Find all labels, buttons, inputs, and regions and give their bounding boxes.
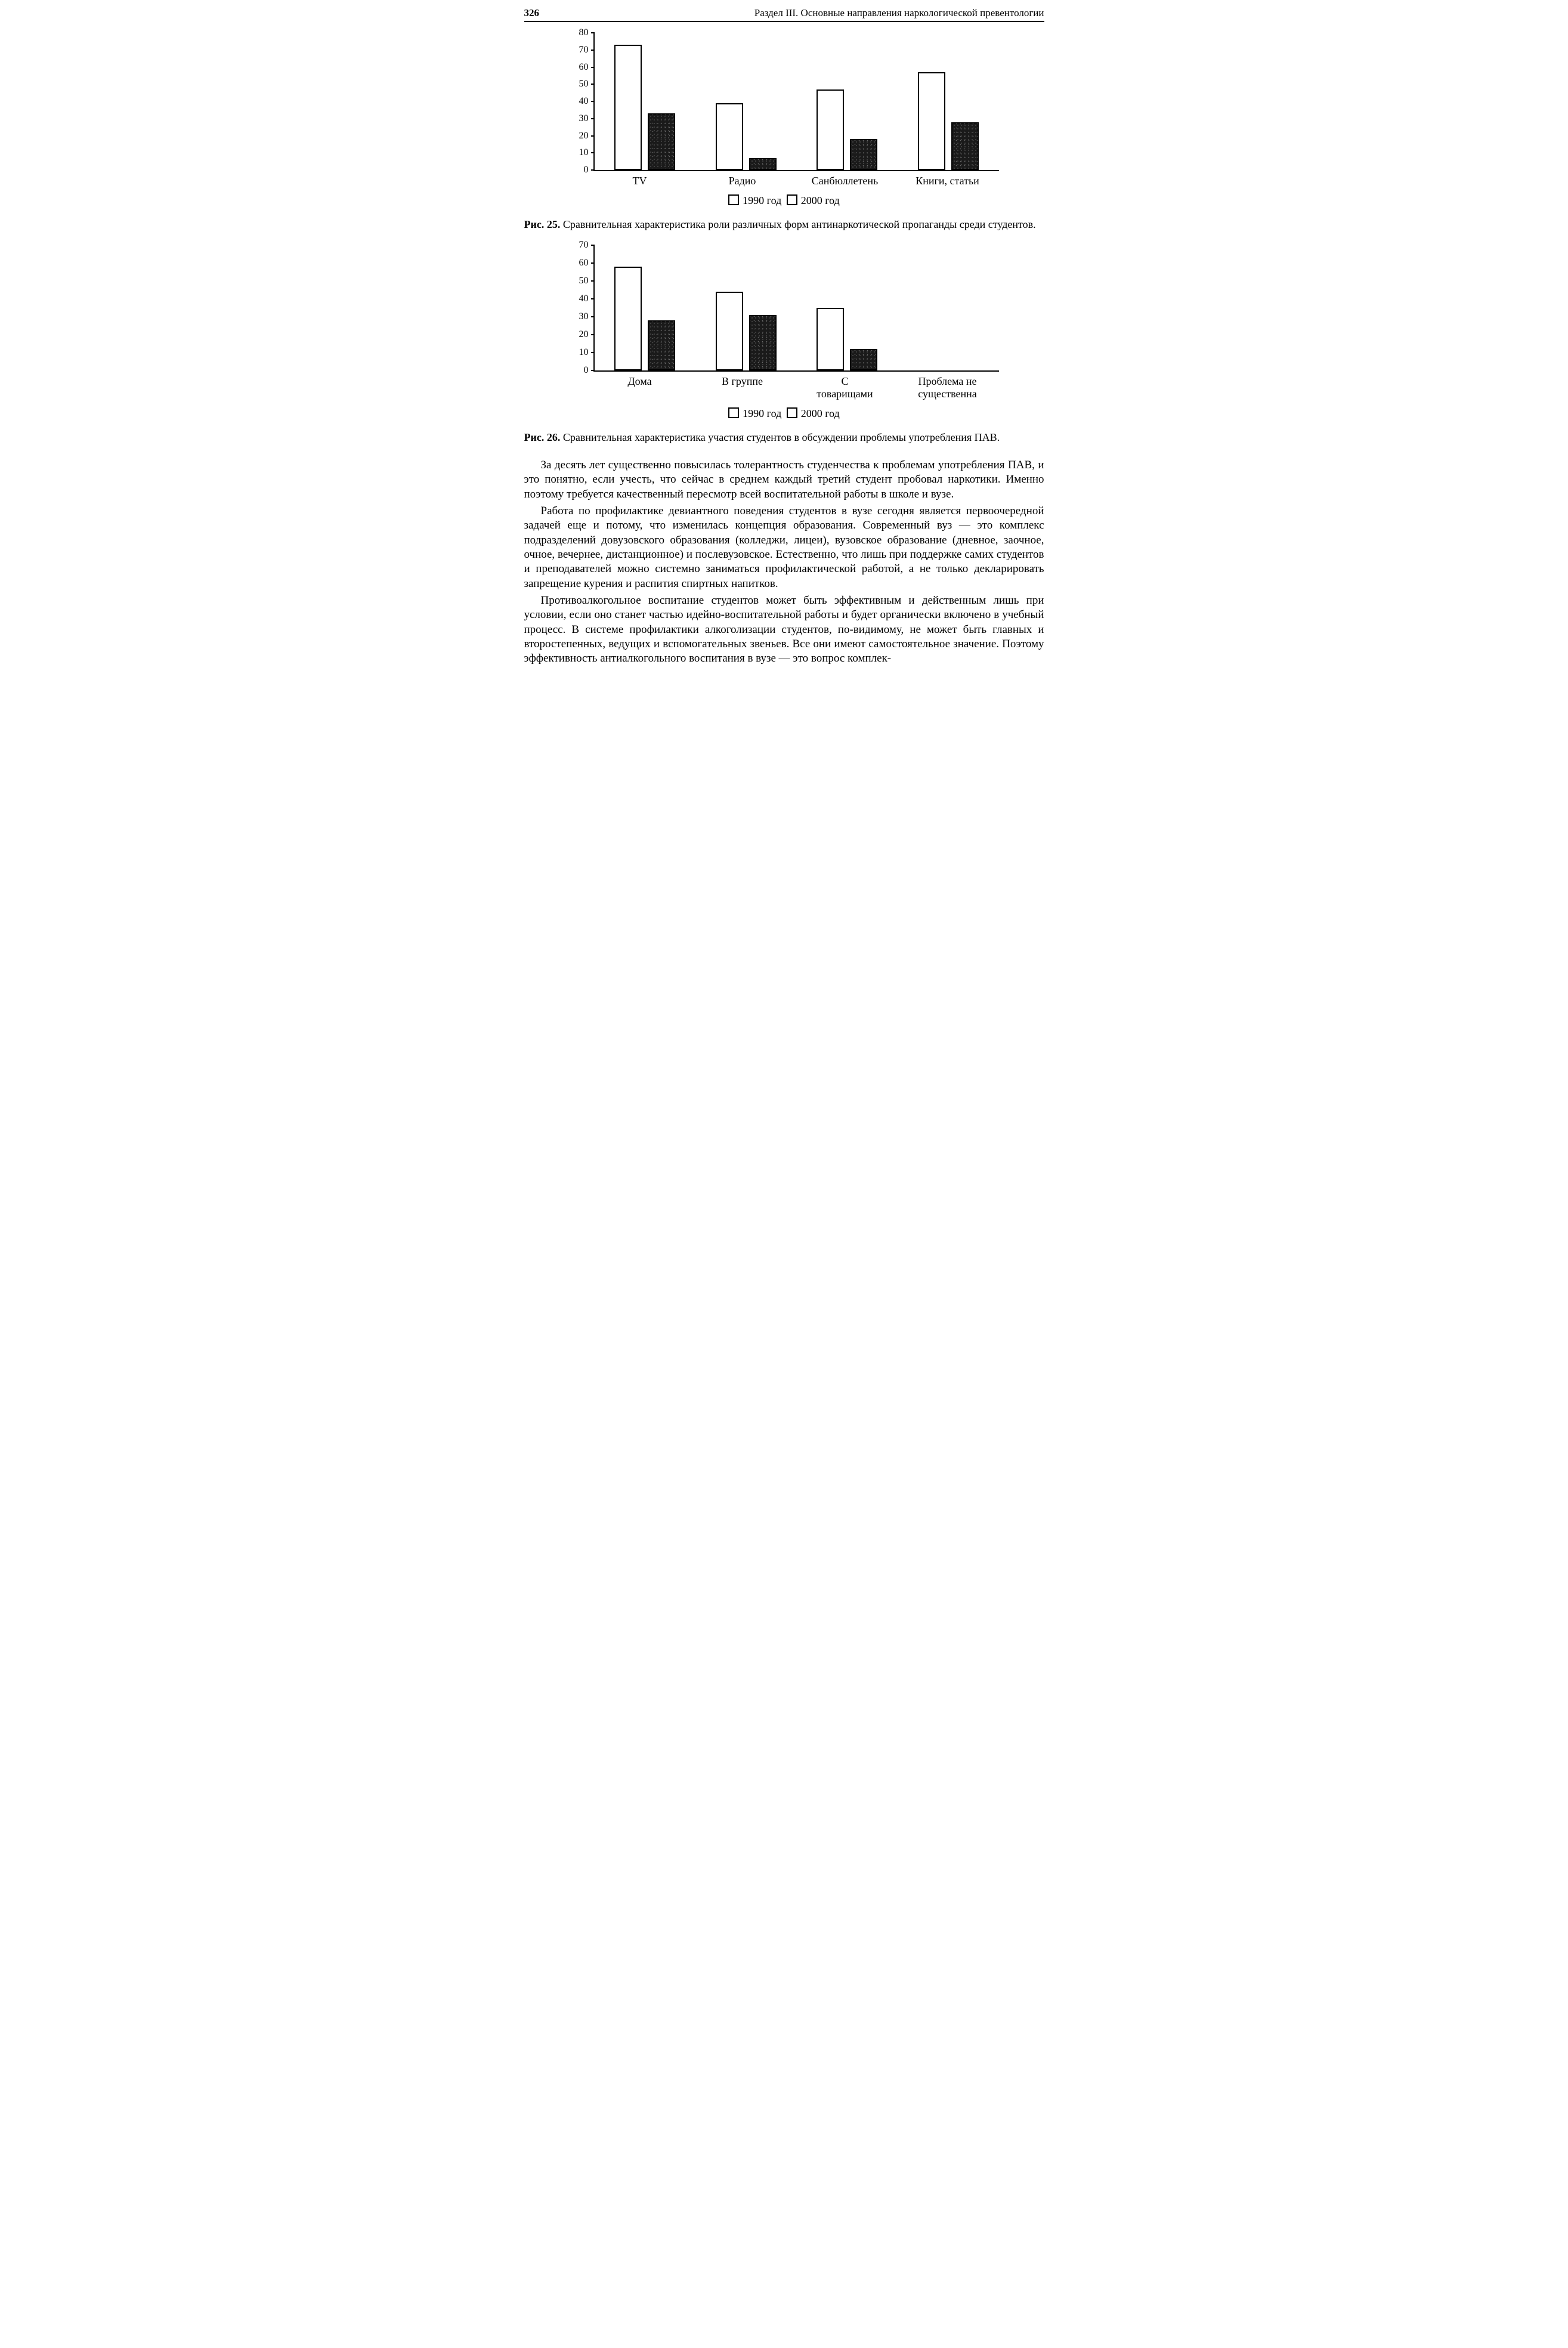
paragraph: Противоалкогольное воспитание студентов … [524,594,1044,666]
page-number: 326 [524,7,540,19]
bar [850,349,877,370]
figure-26-caption: Рис. 26. Сравнительная характеристика уч… [524,431,1044,444]
x-label: Книги, статьи [896,171,999,187]
bar [817,308,844,370]
bar-group [797,245,898,370]
legend-swatch-icon [728,194,739,205]
figure-25-caption: Рис. 25. Сравнительная характеристика ро… [524,218,1044,231]
figure-26-caption-label: Рис. 26. [524,431,561,443]
bar-group [898,245,999,370]
legend-label: 1990 год [743,194,781,206]
figure-26-plot [593,245,999,372]
figure-26-legend: 1990 год 2000 год [570,407,999,420]
bar-group [595,33,696,170]
bar [716,103,743,170]
figure-26-y-axis: 706050403020100 [570,245,593,370]
x-label: Санбюллетень [794,171,896,187]
bar-group [695,33,797,170]
figure-26-x-labels: ДомаВ группеСтоварищамиПроблема несущест… [589,372,999,400]
page: 326 Раздел III. Основные направления нар… [510,0,1059,692]
figure-25-caption-text: Сравнительная характеристика роли различ… [563,218,1036,230]
body-text: За десять лет существенно повысилась тол… [524,458,1044,666]
x-label: Радио [691,171,794,187]
bar [850,139,877,170]
bar [749,158,777,170]
legend-swatch-icon [787,407,797,418]
x-label: Стоварищами [794,372,896,400]
figure-25-x-labels: TVРадиоСанбюллетеньКниги, статьи [589,171,999,187]
figure-25: 80706050403020100 TVРадиоСанбюллетеньКни… [570,33,999,207]
figure-26: 706050403020100 ДомаВ группеСтоварищамиП… [570,245,999,419]
bar-group [595,245,696,370]
legend-swatch-icon [787,194,797,205]
legend-label: 1990 год [743,407,781,419]
bar [716,292,743,370]
legend-swatch-icon [728,407,739,418]
figure-25-legend: 1990 год 2000 год [570,194,999,207]
figure-26-caption-text: Сравнительная характеристика участия сту… [563,431,1000,443]
bar [817,89,844,170]
bar-group [898,33,999,170]
x-label: В группе [691,372,794,400]
figure-25-caption-label: Рис. 25. [524,218,561,230]
bar [648,320,675,370]
legend-label: 2000 год [801,194,840,206]
figure-25-y-axis: 80706050403020100 [570,33,593,170]
paragraph: Работа по профилактике девиантного повед… [524,504,1044,591]
bar-group [695,245,797,370]
x-label: TV [589,171,691,187]
legend-label: 2000 год [801,407,840,419]
paragraph: За десять лет существенно повысилась тол… [524,458,1044,502]
bar [918,72,945,170]
bar [951,122,979,171]
x-label: Проблема несущественна [896,372,999,400]
x-label: Дома [589,372,691,400]
figure-25-chart: 80706050403020100 [570,33,999,171]
bar [648,113,675,170]
section-title: Раздел III. Основные направления нарколо… [754,7,1044,19]
bar [614,45,642,170]
bar-group [797,33,898,170]
figure-25-plot [593,33,999,171]
running-header: 326 Раздел III. Основные направления нар… [524,7,1044,22]
bar [749,315,777,370]
figure-26-chart: 706050403020100 [570,245,999,372]
bar [614,267,642,370]
